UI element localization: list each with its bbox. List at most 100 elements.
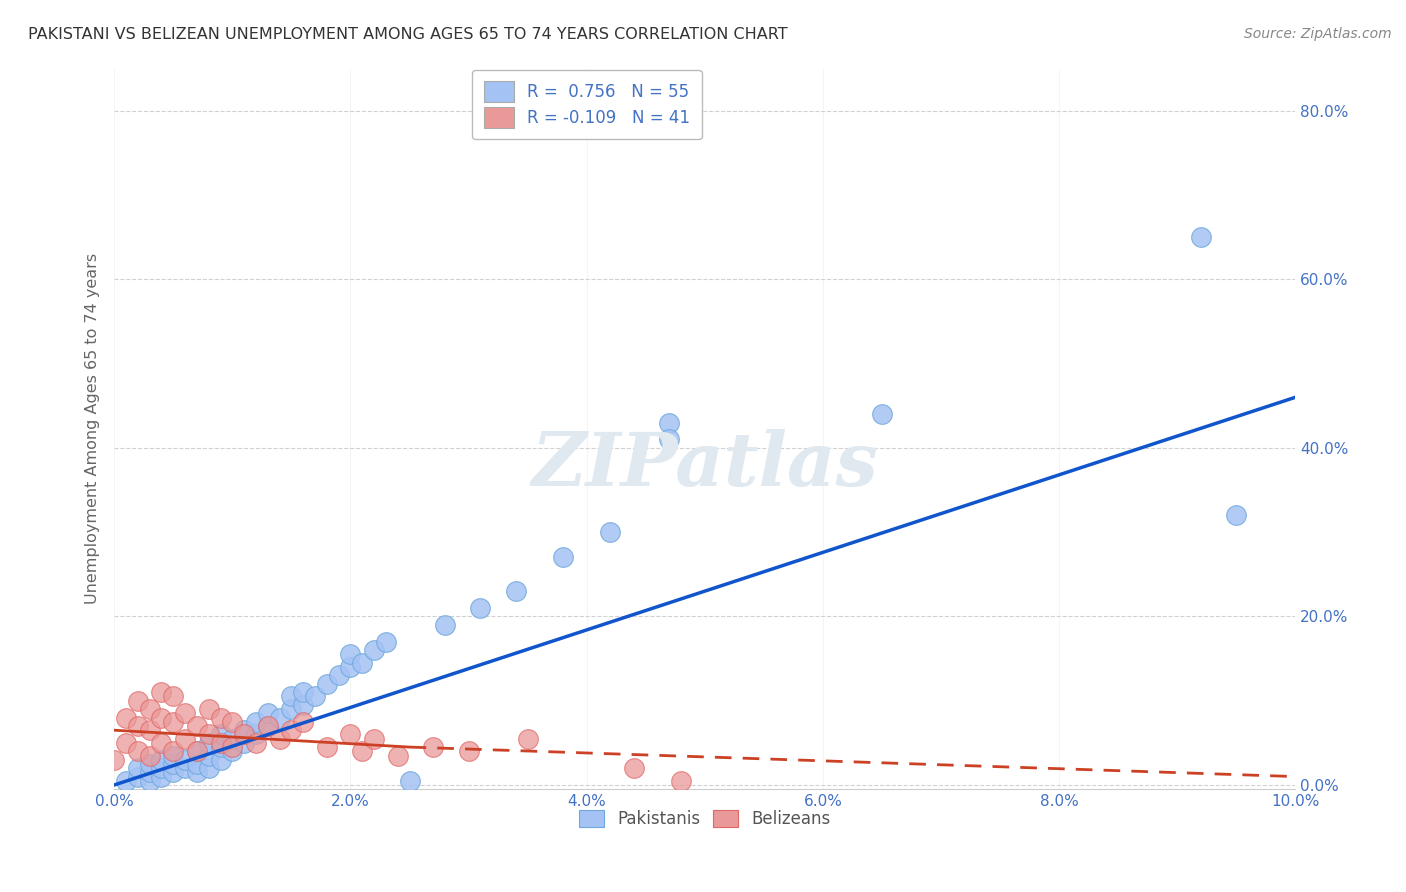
Point xyxy=(233,723,256,738)
Point xyxy=(186,765,208,780)
Point xyxy=(150,736,173,750)
Point xyxy=(280,690,302,704)
Point xyxy=(387,748,409,763)
Point xyxy=(1189,230,1212,244)
Point xyxy=(245,727,267,741)
Point xyxy=(315,677,337,691)
Point xyxy=(209,710,232,724)
Point xyxy=(457,744,479,758)
Point xyxy=(186,744,208,758)
Point xyxy=(221,731,243,746)
Point xyxy=(433,618,456,632)
Point xyxy=(470,601,492,615)
Point xyxy=(127,761,149,775)
Point xyxy=(256,706,278,721)
Point xyxy=(138,723,160,738)
Point xyxy=(292,685,315,699)
Point xyxy=(150,710,173,724)
Point xyxy=(233,736,256,750)
Point xyxy=(280,702,302,716)
Point xyxy=(256,719,278,733)
Point xyxy=(174,731,197,746)
Point xyxy=(115,736,138,750)
Point xyxy=(505,584,527,599)
Point xyxy=(363,731,385,746)
Y-axis label: Unemployment Among Ages 65 to 74 years: Unemployment Among Ages 65 to 74 years xyxy=(86,253,100,605)
Point xyxy=(209,736,232,750)
Point xyxy=(233,727,256,741)
Point xyxy=(197,761,219,775)
Point xyxy=(245,714,267,729)
Point xyxy=(197,727,219,741)
Point xyxy=(1225,508,1247,523)
Point xyxy=(115,773,138,788)
Point xyxy=(138,702,160,716)
Point xyxy=(174,706,197,721)
Point xyxy=(209,753,232,767)
Legend: Pakistanis, Belizeans: Pakistanis, Belizeans xyxy=(572,804,838,835)
Point xyxy=(127,719,149,733)
Text: ZIPatlas: ZIPatlas xyxy=(531,429,879,501)
Point xyxy=(150,685,173,699)
Point xyxy=(352,656,374,670)
Point xyxy=(162,748,184,763)
Point xyxy=(374,634,396,648)
Point xyxy=(186,744,208,758)
Point xyxy=(162,690,184,704)
Point xyxy=(127,694,149,708)
Point xyxy=(422,740,444,755)
Point xyxy=(209,727,232,741)
Point xyxy=(623,761,645,775)
Point xyxy=(138,748,160,763)
Point xyxy=(197,702,219,716)
Point xyxy=(127,744,149,758)
Point xyxy=(162,744,184,758)
Point xyxy=(292,714,315,729)
Point xyxy=(304,690,326,704)
Point xyxy=(269,731,291,746)
Point xyxy=(292,698,315,712)
Point xyxy=(398,773,420,788)
Point xyxy=(328,668,350,682)
Point xyxy=(551,550,574,565)
Point xyxy=(162,756,184,771)
Point xyxy=(315,740,337,755)
Point xyxy=(245,736,267,750)
Point xyxy=(150,761,173,775)
Point xyxy=(339,660,361,674)
Point xyxy=(115,710,138,724)
Point xyxy=(339,727,361,741)
Point xyxy=(138,773,160,788)
Point xyxy=(197,736,219,750)
Text: PAKISTANI VS BELIZEAN UNEMPLOYMENT AMONG AGES 65 TO 74 YEARS CORRELATION CHART: PAKISTANI VS BELIZEAN UNEMPLOYMENT AMONG… xyxy=(28,27,787,42)
Point xyxy=(599,525,621,540)
Point xyxy=(658,416,681,430)
Point xyxy=(221,714,243,729)
Point xyxy=(280,723,302,738)
Point xyxy=(669,773,692,788)
Text: Source: ZipAtlas.com: Source: ZipAtlas.com xyxy=(1244,27,1392,41)
Point xyxy=(150,753,173,767)
Point xyxy=(197,748,219,763)
Point xyxy=(363,643,385,657)
Point xyxy=(186,719,208,733)
Point xyxy=(658,433,681,447)
Point xyxy=(103,753,125,767)
Point xyxy=(516,731,538,746)
Point xyxy=(138,756,160,771)
Point xyxy=(174,753,197,767)
Point xyxy=(256,719,278,733)
Point xyxy=(221,744,243,758)
Point xyxy=(162,765,184,780)
Point xyxy=(127,770,149,784)
Point xyxy=(150,770,173,784)
Point xyxy=(221,740,243,755)
Point xyxy=(870,407,893,421)
Point xyxy=(162,714,184,729)
Point xyxy=(209,740,232,755)
Point xyxy=(269,710,291,724)
Point xyxy=(352,744,374,758)
Point xyxy=(339,648,361,662)
Point xyxy=(186,756,208,771)
Point xyxy=(138,765,160,780)
